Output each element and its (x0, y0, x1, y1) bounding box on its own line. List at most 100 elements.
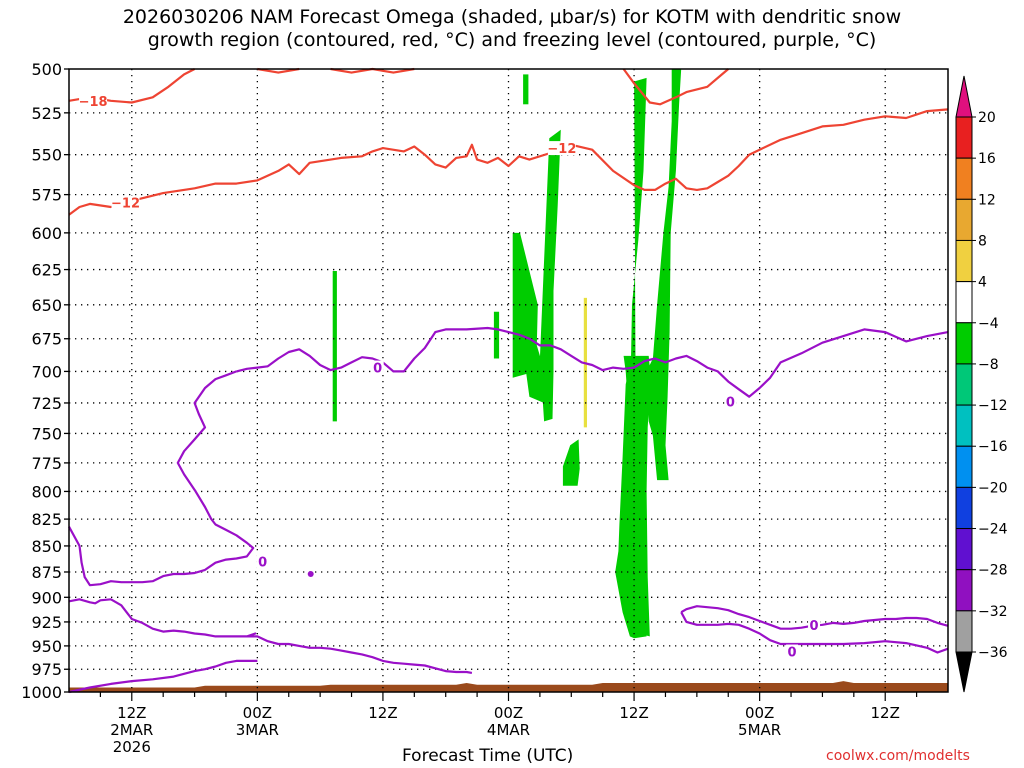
x-axis-title: Forecast Time (UTC) (402, 746, 574, 766)
contour-label: −12 (547, 142, 576, 157)
omega-shaded-region (646, 69, 682, 481)
omega-shaded-region (523, 74, 529, 105)
omega-shaded-region (562, 439, 580, 486)
dgz-contour-line (68, 108, 949, 216)
title-line-2: growth region (contoured, red, °C) and f… (147, 29, 877, 51)
colorbar-label: 20 (978, 110, 996, 126)
y-tick-label: 575 (31, 186, 62, 205)
contour-label: −18 (79, 95, 108, 110)
contour-label-background (547, 141, 576, 156)
y-tick-label: 900 (31, 588, 62, 607)
x-tick-label: 5MAR (738, 721, 781, 739)
y-tick-label: 725 (31, 394, 62, 413)
x-tick-label: 00Z (243, 704, 272, 722)
contour-label-background (79, 93, 108, 108)
y-tick-label: 750 (31, 424, 62, 443)
x-tick-label: 2026 (113, 738, 151, 756)
colorbar-segment (955, 486, 973, 530)
contour-label-background (786, 644, 799, 659)
x-tick-label: 12Z (619, 704, 648, 722)
y-tick-label: 950 (31, 637, 62, 656)
freezing-level-contour (236, 326, 949, 398)
freezing-level-contour (680, 611, 949, 654)
colorbar-top-arrow (955, 75, 973, 118)
contour-label-background (371, 360, 384, 375)
contour-label-background (256, 554, 269, 569)
contour-label: 0 (788, 646, 797, 661)
colorbar-segment (955, 528, 973, 571)
y-tick-label: 1000 (21, 683, 62, 702)
colorbar-segment (955, 322, 973, 365)
colorbar-segment (955, 157, 973, 200)
colorbar-segment (955, 569, 973, 612)
x-tick-label: 12Z (117, 704, 146, 722)
colorbar-label: −4 (978, 316, 999, 332)
plot-area (69, 69, 948, 692)
y-tick-label: 600 (31, 224, 62, 243)
colorbar-segment (955, 404, 973, 447)
colorbar-segment (955, 445, 973, 488)
contour-label: 0 (373, 362, 382, 377)
contour-label-background (111, 195, 140, 210)
y-tick-label: 500 (31, 60, 62, 79)
colorbar-segment (955, 239, 973, 283)
freezing-level-contour (68, 370, 255, 587)
contour-label: 0 (810, 619, 819, 634)
colorbar-label: −36 (978, 645, 1008, 661)
x-tick-label: 12Z (368, 704, 397, 722)
y-tick-label: 775 (31, 454, 62, 473)
colorbar-label: −12 (978, 398, 1008, 414)
contour-label: −12 (111, 196, 140, 211)
omega-shaded-region (615, 77, 647, 639)
colorbar-segment (955, 281, 973, 324)
x-tick-label: 00Z (745, 704, 774, 722)
y-tick-label: 975 (31, 660, 62, 679)
colorbar-label: −16 (978, 439, 1008, 455)
y-tick-label: 700 (31, 362, 62, 381)
colorbar-label: −20 (978, 480, 1008, 496)
y-tick-label: 875 (31, 563, 62, 582)
colorbar-label: −8 (978, 357, 999, 373)
colorbar-label: 16 (978, 151, 996, 167)
y-tick-label: 850 (31, 537, 62, 556)
colorbar-segment (955, 116, 973, 159)
colorbar-bottom-arrow (955, 651, 973, 693)
x-tick-label: 3MAR (236, 721, 279, 739)
colorbar-label: −32 (978, 604, 1008, 620)
y-tick-label: 625 (31, 261, 62, 280)
contour-label: 0 (726, 396, 735, 411)
dgz-contour-line (257, 67, 300, 74)
colorbar-label: −28 (978, 563, 1008, 579)
y-tick-label: 675 (31, 330, 62, 349)
colorbar-label: 8 (978, 233, 987, 249)
x-tick-label: 2MAR (110, 721, 153, 739)
omega-shaded-region (512, 232, 549, 403)
y-tick-label: 925 (31, 613, 62, 632)
contour-label: 0 (258, 556, 267, 571)
watermark-text: coolwx.com/modelts (826, 748, 970, 764)
x-tick-label: 12Z (871, 704, 900, 722)
colorbar-label: 12 (978, 192, 996, 208)
title-line-1: 2026030206 NAM Forecast Omega (shaded, μ… (122, 6, 902, 28)
colorbar-segment (955, 363, 973, 406)
freezing-level-contour (68, 659, 258, 694)
y-tick-label: 550 (31, 146, 62, 165)
contour-label-background (808, 617, 821, 632)
y-tick-label: 825 (31, 510, 62, 529)
x-tick-label: 4MAR (487, 721, 530, 739)
omega-shaded-region (539, 129, 561, 422)
colorbar-label: −24 (978, 522, 1008, 538)
y-tick-label: 525 (31, 104, 62, 123)
omega-shaded-region (493, 311, 500, 359)
freezing-level-contour (68, 598, 473, 674)
ground-surface (69, 681, 948, 692)
x-tick-label: 00Z (494, 704, 523, 722)
omega-shaded-region (332, 271, 337, 422)
colorbar-label: 4 (978, 275, 987, 291)
freezing-level-point (307, 571, 314, 578)
colorbar-segment (955, 198, 973, 241)
omega-shaded-region (623, 355, 651, 637)
colorbar-segment (955, 610, 973, 653)
chart-title: 2026030206 NAM Forecast Omega (shaded, μ… (0, 6, 1024, 52)
